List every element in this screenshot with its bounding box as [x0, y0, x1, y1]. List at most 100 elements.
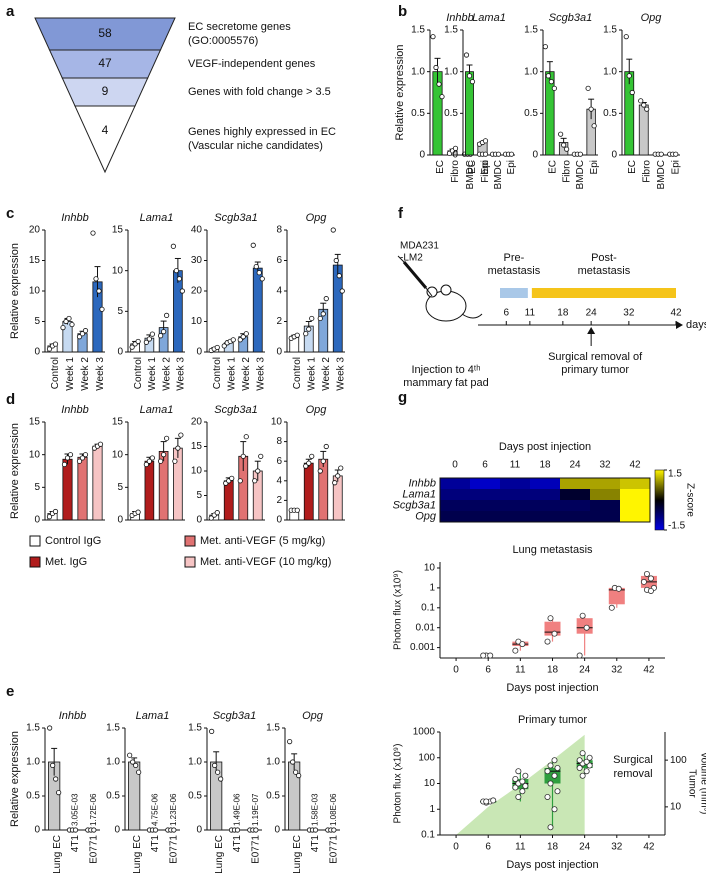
bar	[318, 458, 329, 521]
bar	[332, 264, 343, 353]
data-point	[551, 630, 558, 637]
heatmap-cell	[530, 500, 560, 511]
data-point	[551, 757, 558, 764]
funnel-label: (Vascular niche candidates)	[188, 140, 323, 152]
data-point	[583, 758, 590, 765]
data-point	[149, 455, 155, 461]
annotation: removal	[613, 768, 652, 780]
x-tick-label: 4T1	[310, 835, 321, 853]
removal-label: Surgical removal of	[548, 351, 643, 363]
data-point	[252, 478, 258, 484]
data-point	[82, 328, 89, 334]
y-tick-label: 0.01	[416, 622, 436, 633]
y-tick-label: 0	[274, 825, 280, 836]
x-tick-label: E0771	[328, 835, 339, 864]
x-tick-label: BMDC	[656, 160, 667, 189]
data-point	[237, 337, 243, 343]
y-tick-label: 10	[271, 417, 283, 428]
data-point	[258, 453, 264, 459]
y-tick-label: 1.0	[444, 66, 458, 77]
data-point	[221, 343, 227, 349]
x-tick-label: EC	[467, 160, 478, 174]
y2-axis-label: volume (mm³)	[698, 753, 706, 815]
data-point	[214, 510, 220, 516]
legend-label: Control IgG	[45, 535, 101, 547]
data-point	[333, 257, 339, 264]
data-point	[60, 324, 66, 331]
data-point	[320, 458, 326, 464]
data-point	[212, 762, 218, 769]
data-point	[129, 344, 135, 350]
data-point	[515, 793, 522, 800]
heatmap-cell	[590, 500, 620, 511]
data-point	[551, 85, 557, 91]
y-tick-label: 20	[29, 225, 41, 236]
panel-label: a	[6, 3, 15, 20]
x-tick-label: E0771	[88, 835, 99, 864]
x-tick-label: Fibro	[641, 160, 652, 183]
data-point	[172, 458, 178, 464]
data-point	[229, 475, 235, 481]
data-point	[164, 312, 170, 318]
x-tick-label: Week 1	[226, 357, 237, 391]
heatmap-cell	[470, 500, 500, 511]
heatmap-cell	[470, 489, 500, 500]
chart-title: Opg	[641, 12, 663, 24]
y-tick-label: 8	[276, 436, 282, 447]
data-point	[586, 754, 593, 761]
y-tick-label: 30	[191, 255, 203, 266]
colorbar-tick-label: 1.5	[668, 469, 682, 480]
phase-label: metastasis	[488, 265, 541, 277]
y-tick-label: 15	[29, 255, 41, 266]
legend-label: Met. anti-VEGF (10 mg/kg)	[200, 556, 331, 568]
x-tick-label: 32	[611, 665, 623, 676]
data-point	[259, 276, 265, 282]
legend-swatch	[29, 535, 41, 547]
chart-title: Lama1	[472, 12, 506, 24]
value-label: 4.75E-06	[151, 793, 160, 826]
x-tick-label: Control	[292, 357, 303, 389]
bar	[144, 460, 155, 521]
data-point	[158, 333, 164, 339]
chart-title: Lama1	[140, 212, 174, 224]
data-point	[135, 509, 141, 515]
data-point	[61, 461, 68, 468]
funnel-count: 4	[102, 123, 109, 137]
data-point	[63, 318, 69, 325]
y-tick-label: 1.5	[603, 25, 617, 36]
data-point	[463, 52, 470, 58]
data-point	[480, 652, 487, 659]
y-tick-label: 0.5	[524, 108, 538, 119]
data-point	[309, 453, 315, 459]
y-tick-label: 0.5	[411, 108, 425, 119]
x-axis-label: Days post injection	[506, 682, 598, 694]
heatmap-cell	[560, 500, 590, 511]
y-tick-label: 10	[424, 778, 436, 789]
value-label: 1.08E-06	[329, 793, 338, 826]
timeline-tick-label: 42	[670, 308, 682, 319]
data-point	[127, 752, 133, 758]
data-point	[53, 776, 59, 782]
timeline-unit: days	[686, 319, 706, 331]
heatmap-cell	[620, 478, 650, 489]
data-point	[585, 85, 591, 91]
data-point	[176, 276, 182, 282]
x-tick-label: Epi	[589, 160, 600, 174]
data-point	[554, 764, 561, 771]
data-point	[306, 326, 312, 332]
x-tick-label: Fibro	[480, 160, 491, 183]
funnel-label: (GO:0005576)	[188, 35, 258, 47]
data-point	[564, 146, 570, 152]
data-point	[133, 762, 139, 769]
timeline-tick-label: 11	[525, 308, 536, 319]
heatmap-cell	[440, 511, 470, 522]
data-point	[67, 452, 74, 458]
data-point	[647, 587, 654, 594]
value-label: 1.49E-06	[233, 793, 242, 826]
data-point	[583, 624, 590, 631]
data-point	[243, 434, 249, 440]
column-label: 18	[539, 460, 551, 471]
data-point	[290, 759, 296, 765]
x-tick-label: Control	[50, 357, 61, 389]
